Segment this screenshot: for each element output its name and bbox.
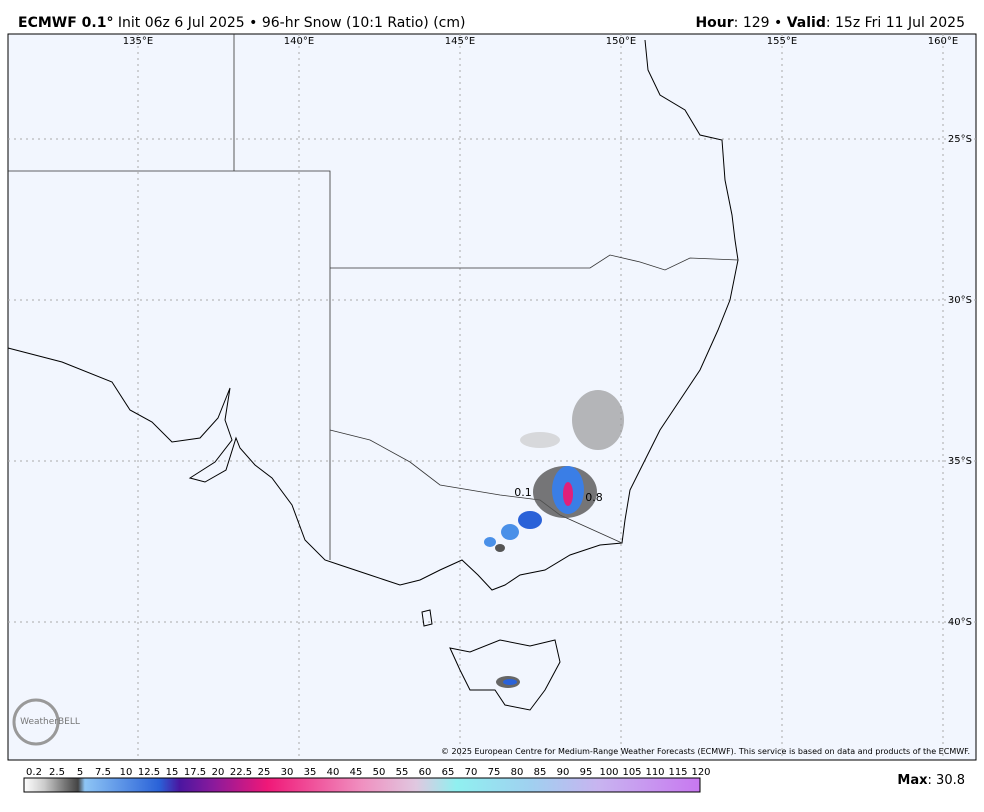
map-frame: [7, 33, 977, 761]
colorbar-label: 50: [373, 767, 386, 778]
lon-label: 135°E: [123, 36, 153, 47]
colorbar-label: 55: [396, 767, 409, 778]
lon-label: 150°E: [606, 36, 636, 47]
snow-area: [563, 482, 573, 506]
valid: : 15z Fri 11 Jul 2025: [826, 15, 965, 31]
lat-label: 30°S: [948, 295, 972, 306]
copyright: © 2025 European Centre for Medium-Range …: [441, 747, 970, 756]
model: ECMWF 0.1°: [18, 15, 113, 31]
logo-mark: [12, 698, 60, 746]
max: Max: 30.8: [897, 773, 965, 788]
colorbar-label: 17.5: [184, 767, 206, 778]
colorbar-label: 10: [120, 767, 133, 778]
colorbar-label: 0.2: [26, 767, 42, 778]
coastline: [7, 39, 739, 711]
colorbar-label: 75: [488, 767, 501, 778]
colorbar-label: 95: [580, 767, 593, 778]
header-right: Hour: 129 • Valid: 15z Fri 11 Jul 2025: [695, 15, 965, 31]
lat-label: 40°S: [948, 617, 972, 628]
colorbar-label: 115: [668, 767, 687, 778]
colorbar-label: 100: [599, 767, 618, 778]
colorbar-label: 90: [557, 767, 570, 778]
lon-label: 155°E: [767, 36, 797, 47]
colorbar-label: 110: [645, 767, 664, 778]
colorbar-label: 30: [281, 767, 294, 778]
lon-label: 160°E: [928, 36, 958, 47]
colorbar-label: 15: [166, 767, 179, 778]
colorbar-label: 85: [534, 767, 547, 778]
lat-label: 35°S: [948, 456, 972, 467]
max-label: Max: [897, 773, 928, 788]
colorbar-label: 105: [622, 767, 641, 778]
colorbar-label: 2.5: [49, 767, 65, 778]
colorbar-label: 22.5: [230, 767, 252, 778]
snow-field: [484, 390, 624, 688]
colorbar-label: 35: [304, 767, 317, 778]
colorbar-label: 7.5: [95, 767, 111, 778]
hour-label: Hour: [695, 15, 733, 31]
colorbar: [23, 777, 701, 793]
max-value: : 30.8: [928, 773, 965, 788]
state-borders: [8, 34, 739, 560]
lon-label: 145°E: [445, 36, 475, 47]
snow-area: [520, 432, 560, 448]
colorbar-label: 45: [350, 767, 363, 778]
logo: WeatherBELL: [20, 717, 80, 727]
snow-area: [484, 537, 496, 547]
colorbar-labels: 0.2 2.5 5 7.5 10 12.5 15 17.5 20 22.5 25 30 35 40 45 50…: [26, 767, 711, 778]
colorbar-label: 12.5: [138, 767, 160, 778]
contour-label: 0.1: [514, 486, 532, 499]
snow-area: [501, 524, 519, 540]
colorbar-label: 65: [442, 767, 455, 778]
colorbar-label: 5: [77, 767, 83, 778]
valid-label: Valid: [787, 15, 826, 31]
colorbar-label: 40: [327, 767, 340, 778]
contour-label: 0.8: [585, 491, 603, 504]
colorbar-label: 70: [465, 767, 478, 778]
snow-area: [518, 511, 542, 529]
colorbar-label: 60: [419, 767, 432, 778]
snow-area: [503, 679, 517, 685]
lon-label: 140°E: [284, 36, 314, 47]
colorbar-label: 80: [511, 767, 524, 778]
hour: : 129 •: [734, 15, 787, 31]
snow-area: [495, 544, 505, 552]
lat-label: 25°S: [948, 134, 972, 145]
colorbar-label: 120: [691, 767, 710, 778]
colorbar-label: 20: [212, 767, 225, 778]
graticule: 135°E 140°E 145°E 150°E 155°E 160°E 25°S 30°S 35…: [8, 34, 976, 760]
header-left: ECMWF 0.1° Init 06z 6 Jul 2025 • 96-hr S…: [18, 15, 465, 31]
snow-area: [572, 390, 624, 450]
run: Init 06z 6 Jul 2025 • 96-hr Snow (10:1 R…: [118, 15, 466, 31]
colorbar-label: 25: [258, 767, 271, 778]
